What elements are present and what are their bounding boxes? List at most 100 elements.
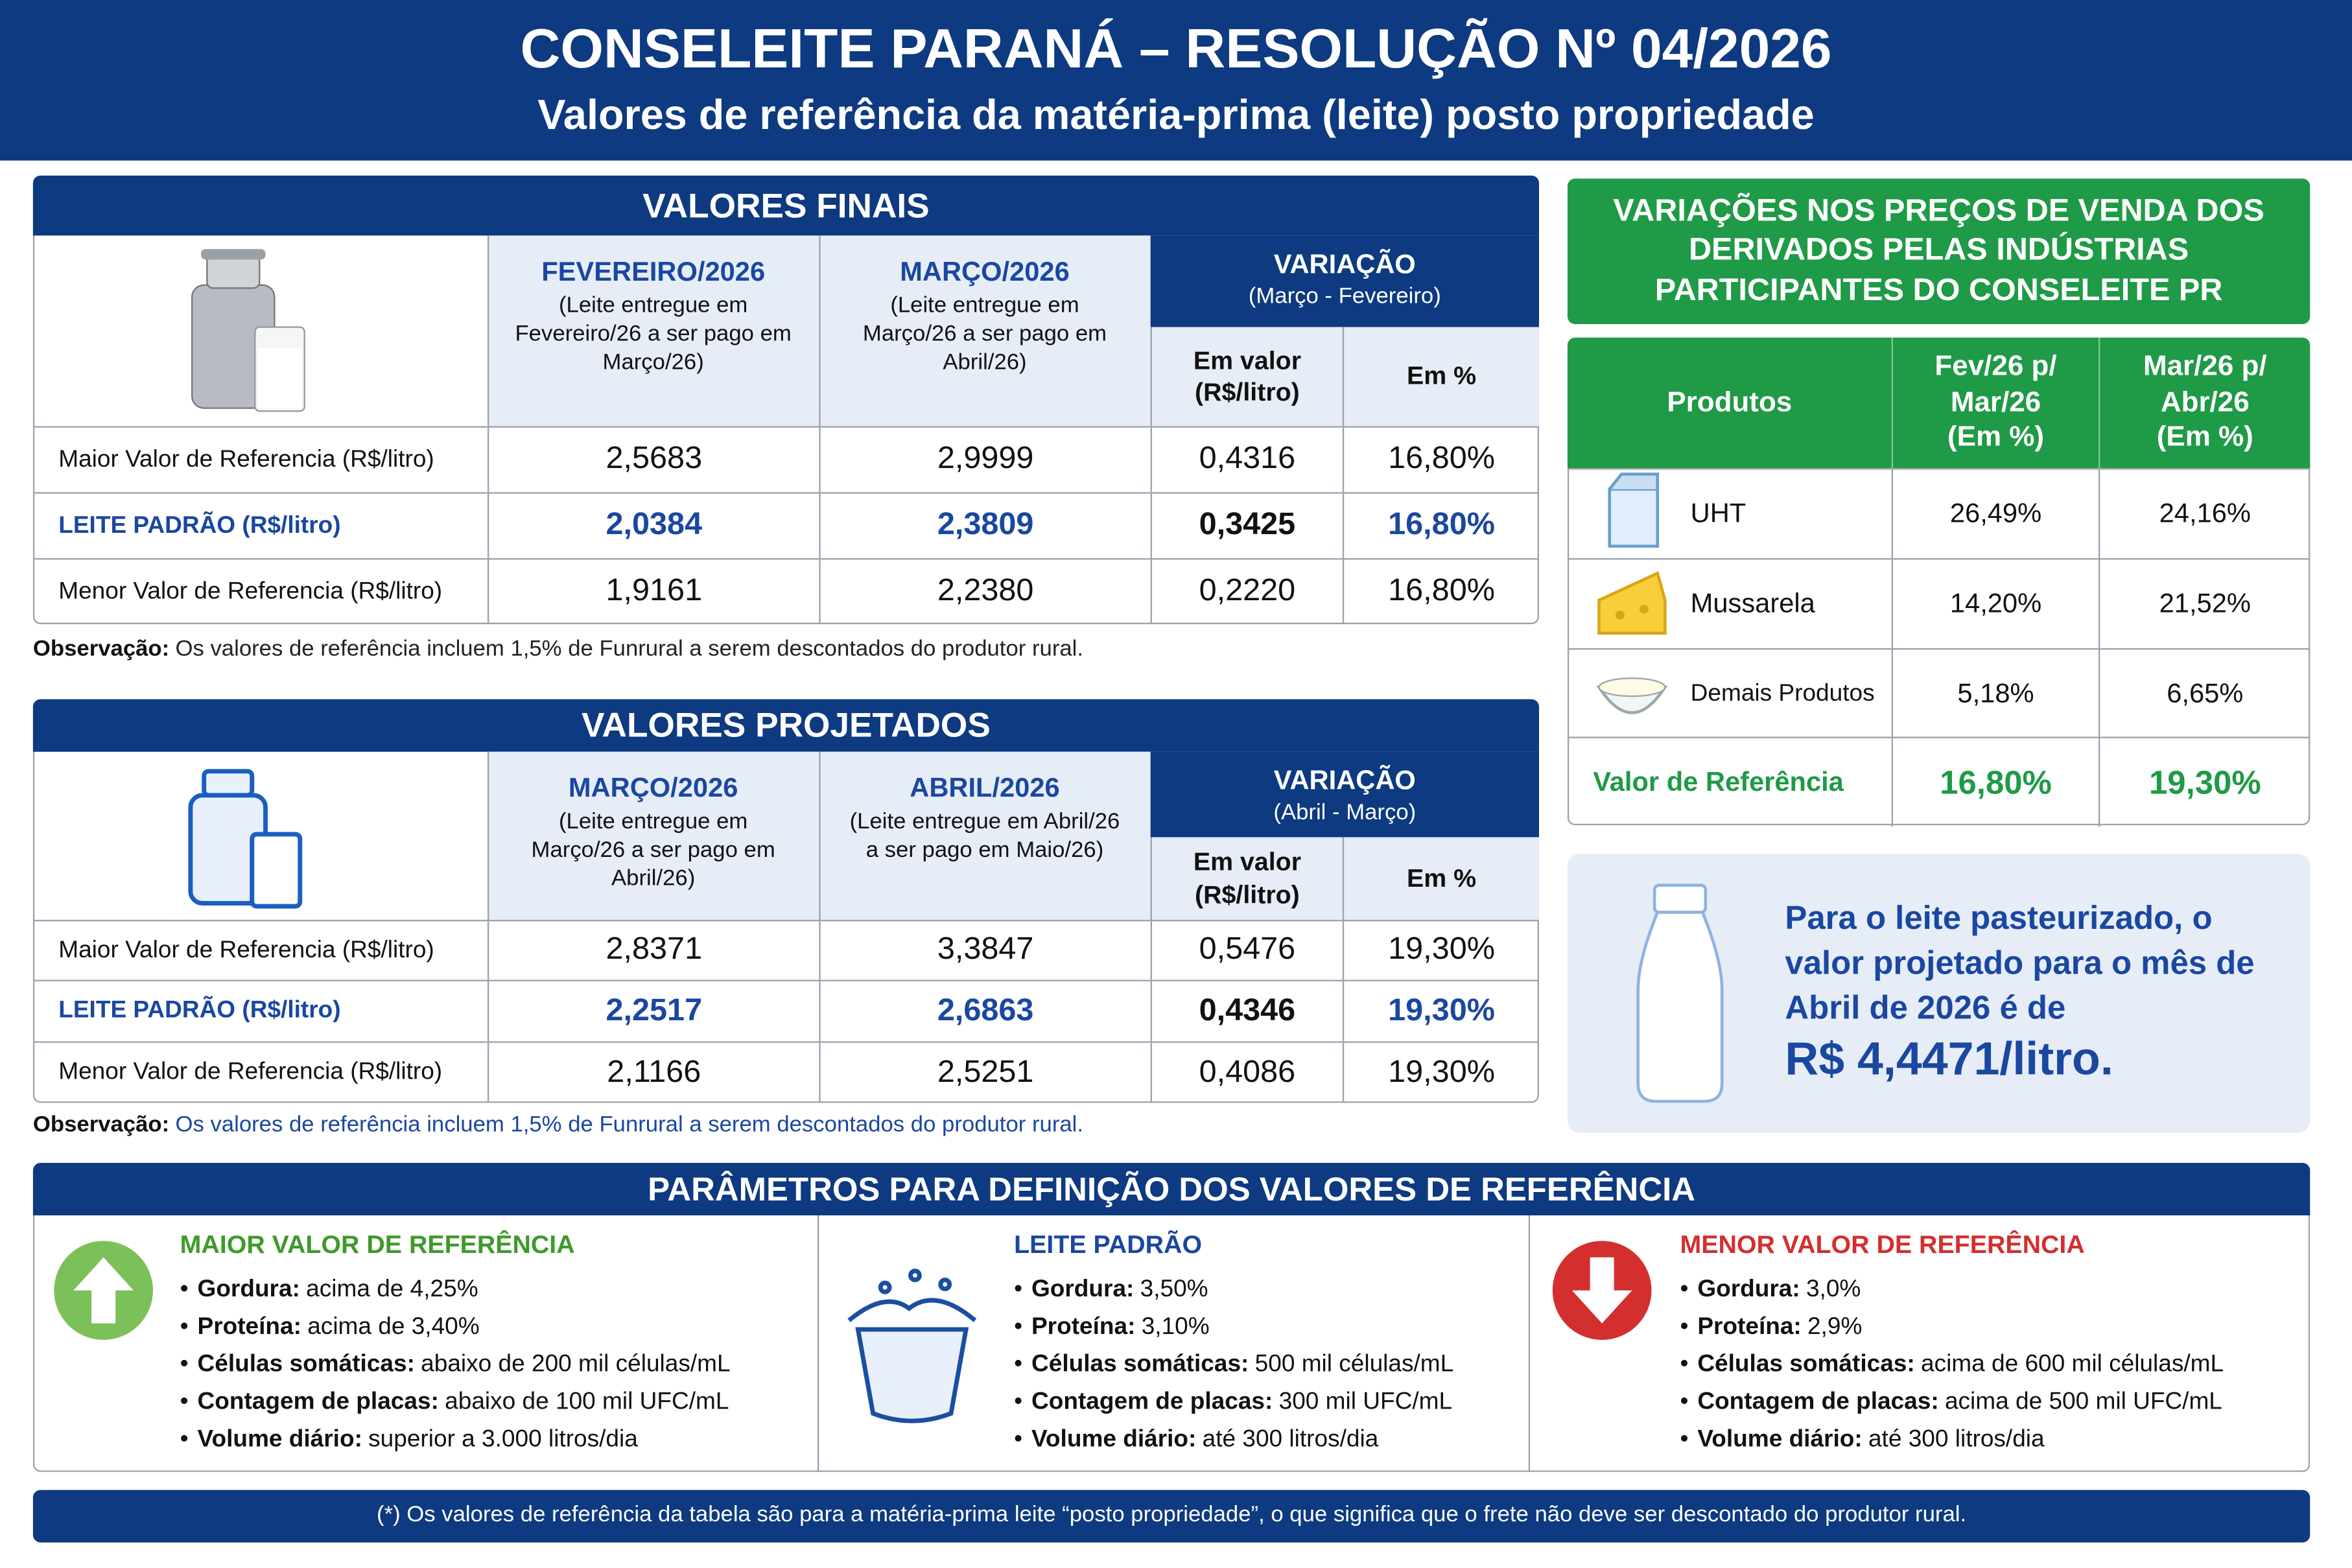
month-header-cell xyxy=(819,751,1151,920)
variation-header-cell xyxy=(1150,751,1539,837)
parameter-label: Gordura: xyxy=(197,1276,300,1303)
parameter-item: Células somáticas:abaixo de 200 mil célu… xyxy=(180,1346,810,1383)
note: Observação: Os valores de referência incl… xyxy=(33,636,1539,669)
month-header: MARÇO/2026 xyxy=(568,772,738,802)
subtitle: Valores de referência da matéria-prima (… xyxy=(537,91,1815,137)
splash-icon xyxy=(847,1269,977,1423)
parameter-item: Células somáticas:500 mil células/mL xyxy=(1014,1346,1644,1383)
derivatives-header: Fev/26 p/ Mar/26 (Em %) xyxy=(1891,337,2099,469)
value-cell: 0,4316 xyxy=(1150,426,1343,493)
pct-header: Em % xyxy=(1342,837,1539,920)
month-header: FEVEREIRO/2026 xyxy=(541,256,766,287)
bottle-icon xyxy=(1636,883,1724,1103)
variation-title: VARIAÇÃO xyxy=(1273,764,1416,795)
parameter-item: Gordura:acima de 4,25% xyxy=(180,1271,810,1309)
footer-bar xyxy=(32,1490,2311,1543)
variation-title: VARIAÇÃO xyxy=(1273,248,1416,279)
derivatives-header-bar xyxy=(1567,337,2311,469)
parameter-value: até 300 litros/dia xyxy=(1868,1427,2045,1453)
parameter-item: Volume diário:até 300 litros/dia xyxy=(1680,1421,2310,1458)
month-header: MARÇO/2026 xyxy=(900,256,1070,287)
parameter-value: até 300 litros/dia xyxy=(1202,1427,1379,1453)
parameters-title: PARÂMETROS PARA DEFINIÇÃO DOS VALORES DE… xyxy=(648,1169,1695,1208)
parameter-item: Contagem de placas:abaixo de 100 mil UFC… xyxy=(180,1383,810,1421)
month-header-cell xyxy=(487,235,819,427)
parameters-divider xyxy=(1528,1215,1531,1472)
derivatives-title-bar xyxy=(1567,178,2311,324)
parameter-label: Volume diário: xyxy=(1697,1427,1863,1453)
parameter-value: abaixo de 100 mil UFC/mL xyxy=(445,1389,729,1415)
header-bar xyxy=(0,0,2352,161)
parameter-label: Contagem de placas: xyxy=(1697,1389,1939,1415)
value-header: Em valor (R$/litro) xyxy=(1150,837,1343,920)
parameter-value: acima de 3,40% xyxy=(307,1314,480,1340)
parameter-value: abaixo de 200 mil células/mL xyxy=(421,1352,731,1377)
row-label: LEITE PADRÃO (R$/litro) xyxy=(32,979,488,1042)
parameter-label: Proteína: xyxy=(1031,1314,1136,1340)
parameter-item: Contagem de placas:acima de 500 mil UFC/… xyxy=(1680,1383,2310,1421)
parameter-value: 300 mil UFC/mL xyxy=(1278,1389,1453,1415)
parameter-value: acima de 600 mil células/mL xyxy=(1920,1352,2224,1377)
product-name: Demais Produtos xyxy=(1567,648,1892,738)
row-label: LEITE PADRÃO (R$/litro) xyxy=(32,492,488,558)
title: CONSELEITE PARANÁ – RESOLUÇÃO Nº 04/2026 xyxy=(520,18,1832,80)
value-cell: 1,9161 xyxy=(487,558,819,624)
parameter-item: Gordura:3,50% xyxy=(1014,1271,1644,1309)
parameter-item: Gordura:3,0% xyxy=(1680,1271,2310,1309)
month-note: (Leite entregue em Março/26 a ser pago e… xyxy=(862,292,1107,375)
table-title-bar xyxy=(32,175,1539,236)
note-label: Observação: xyxy=(32,636,170,662)
value-cell: 2,5683 xyxy=(487,426,819,493)
parameter-item: Proteína:2,9% xyxy=(1680,1309,2310,1346)
group-items: Gordura:3,50%Proteína:3,10%Células somát… xyxy=(1014,1271,1644,1458)
cheese-icon xyxy=(1597,571,1667,635)
derivative-value: 24,16% xyxy=(2099,468,2311,559)
derivative-value: 14,20% xyxy=(1891,558,2099,648)
parameter-label: Contagem de placas: xyxy=(1031,1389,1273,1415)
parameter-value: 3,0% xyxy=(1805,1276,1861,1303)
month-header-cell xyxy=(487,751,819,920)
month-note: (Leite entregue em Fevereiro/26 a ser pa… xyxy=(515,292,792,375)
value-cell: 0,3425 xyxy=(1150,492,1343,559)
bowl-icon xyxy=(1596,677,1668,714)
value-header: Em valor (R$/litro) xyxy=(1150,327,1343,427)
value-cell: 2,1166 xyxy=(487,1041,819,1103)
product-name: Valor de Referência xyxy=(1567,736,1892,827)
note-text: Os valores de referência incluem 1,5% de… xyxy=(175,636,1084,662)
variation-subtitle: (Abril - Março) xyxy=(1273,799,1417,825)
value-cell: 16,80% xyxy=(1342,558,1539,624)
parameter-item: Contagem de placas:300 mil UFC/mL xyxy=(1014,1383,1644,1421)
derivative-value: 19,30% xyxy=(2099,736,2311,827)
variation-header-cell xyxy=(1150,235,1539,327)
pct-header: Em % xyxy=(1342,327,1539,427)
row-label: Menor Valor de Referencia (R$/litro) xyxy=(32,1041,488,1103)
parameter-item: Proteína:3,10% xyxy=(1014,1309,1644,1346)
group-title: LEITE PADRÃO xyxy=(1014,1230,1203,1259)
parameter-label: Proteína: xyxy=(1697,1314,1802,1340)
milk-can-icon xyxy=(191,249,305,412)
parameter-label: Gordura: xyxy=(1031,1276,1135,1303)
parameter-item: Volume diário:superior a 3.000 litros/di… xyxy=(180,1421,810,1458)
derivative-value: 16,80% xyxy=(1891,736,2099,827)
group-title: MENOR VALOR DE REFERÊNCIA xyxy=(1680,1230,2085,1259)
product-name: UHT xyxy=(1567,468,1892,558)
value-cell: 19,30% xyxy=(1342,919,1539,980)
note-label: Observação: xyxy=(32,1112,170,1138)
parameter-value: 3,10% xyxy=(1141,1314,1210,1340)
value-cell: 2,9999 xyxy=(819,426,1151,493)
row-label: Maior Valor de Referencia (R$/litro) xyxy=(32,426,488,492)
value-cell: 2,3809 xyxy=(819,492,1151,559)
footer: (*) Os valores de referência da tabela s… xyxy=(377,1502,1967,1528)
parameter-value: 2,9% xyxy=(1807,1314,1863,1340)
parameter-value: acima de 4,25% xyxy=(306,1276,478,1303)
carton-icon xyxy=(1608,473,1660,548)
parameter-label: Gordura: xyxy=(1697,1276,1800,1303)
value-cell: 2,0384 xyxy=(487,492,819,559)
derivatives-header: Mar/26 p/ Abr/26 (Em %) xyxy=(2099,337,2310,469)
group-items: Gordura:3,0%Proteína:2,9%Células somátic… xyxy=(1680,1271,2310,1458)
value-cell: 16,80% xyxy=(1342,426,1539,493)
value-cell: 19,30% xyxy=(1342,979,1539,1042)
month-header-cell xyxy=(819,235,1151,427)
